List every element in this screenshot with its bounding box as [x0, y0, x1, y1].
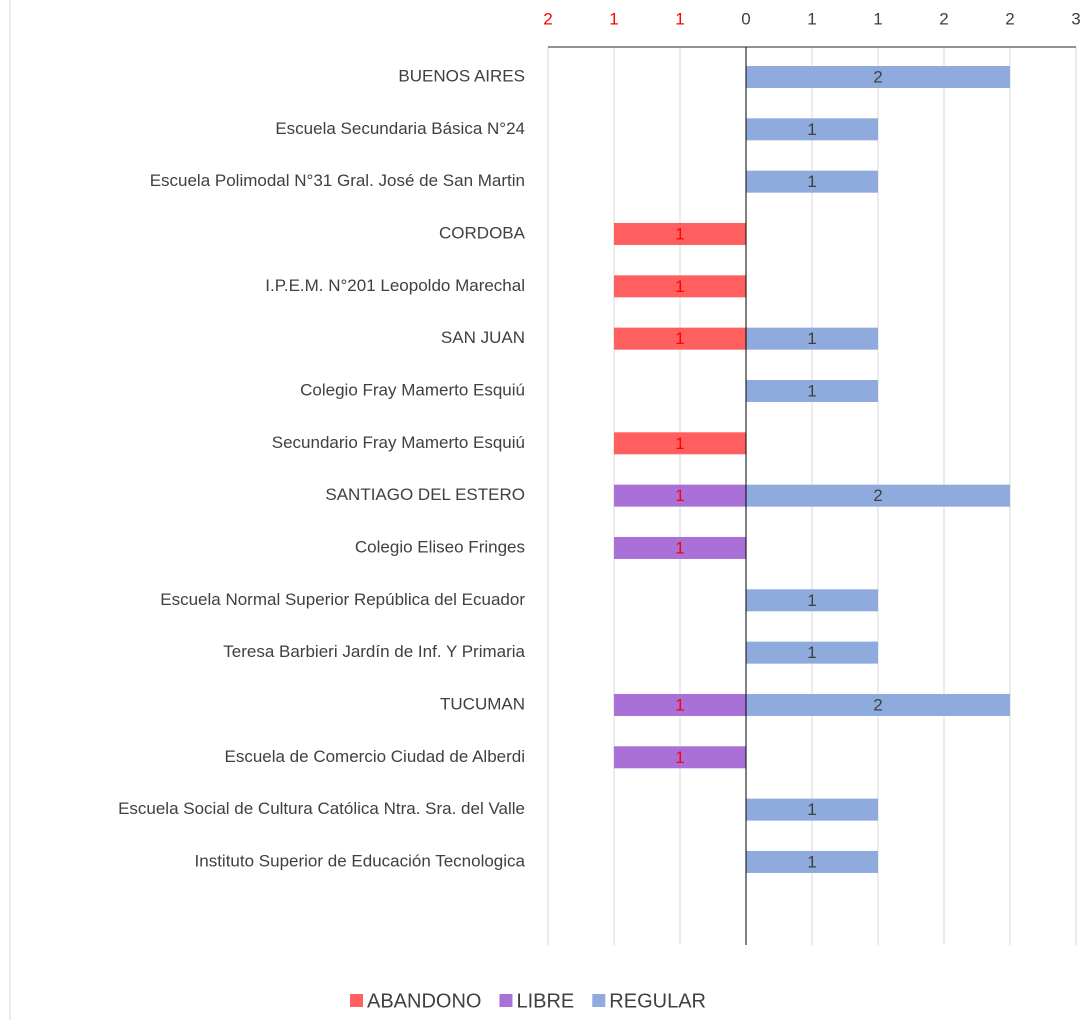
- x-tick-label: 1: [807, 9, 816, 28]
- data-label: 2: [873, 486, 882, 505]
- category-label: Escuela de Comercio Ciudad de Alberdi: [224, 747, 525, 766]
- bar: [746, 589, 878, 612]
- data-label: 1: [807, 800, 816, 819]
- x-tick-label: 1: [609, 9, 618, 28]
- data-label: 1: [807, 329, 816, 348]
- category-label: Escuela Secundaria Básica N°24: [275, 119, 525, 138]
- x-tick-label: 2: [939, 9, 948, 28]
- bar: [746, 484, 1010, 507]
- data-label: 1: [807, 120, 816, 139]
- bar: [614, 432, 746, 455]
- bar: [746, 379, 878, 402]
- bar: [614, 222, 746, 245]
- category-label: BUENOS AIRES: [398, 66, 525, 85]
- category-label: SAN JUAN: [441, 328, 525, 347]
- data-label: 1: [807, 852, 816, 871]
- bar: [614, 275, 746, 298]
- legend-swatch: [592, 994, 606, 1007]
- bar: [746, 118, 878, 141]
- category-label: Escuela Polimodal N°31 Gral. José de San…: [150, 171, 525, 190]
- x-tick-label: 3: [1071, 9, 1080, 28]
- category-label: Teresa Barbieri Jardín de Inf. Y Primari…: [223, 642, 525, 661]
- category-label: Instituto Superior de Educación Tecnolog…: [195, 851, 526, 870]
- category-label: Escuela Social de Cultura Católica Ntra.…: [118, 799, 525, 818]
- category-label: Colegio Fray Mamerto Esquiú: [300, 380, 525, 399]
- legend-label: ABANDONO: [367, 990, 481, 1012]
- bar: [746, 798, 878, 821]
- category-label: SANTIAGO DEL ESTERO: [325, 485, 525, 504]
- bar: [746, 66, 1010, 88]
- x-tick-label: 0: [741, 9, 750, 28]
- bar: [746, 850, 878, 873]
- category-label: CORDOBA: [439, 223, 526, 242]
- data-label: 1: [675, 486, 684, 505]
- bar: [614, 746, 746, 769]
- category-label: Escuela Normal Superior República del Ec…: [160, 590, 525, 609]
- legend-swatch: [499, 994, 513, 1007]
- category-label: TUCUMAN: [440, 694, 525, 713]
- data-label: 1: [675, 434, 684, 453]
- data-label: 1: [675, 748, 684, 767]
- data-label: 1: [807, 643, 816, 662]
- bar: [614, 484, 746, 507]
- bar: [746, 693, 1010, 716]
- x-tick-label: 2: [543, 9, 552, 28]
- data-label: 2: [873, 67, 882, 86]
- data-label: 1: [807, 591, 816, 610]
- category-label: Colegio Eliseo Fringes: [355, 537, 525, 556]
- data-label: 2: [873, 695, 882, 714]
- bar: [746, 170, 878, 193]
- x-tick-label: 1: [675, 9, 684, 28]
- data-label: 1: [675, 277, 684, 296]
- data-label: 1: [675, 695, 684, 714]
- data-label: 1: [807, 172, 816, 191]
- data-label: 1: [807, 381, 816, 400]
- data-label: 1: [675, 224, 684, 243]
- x-tick-label: 2: [1005, 9, 1014, 28]
- legend-label: REGULAR: [609, 990, 706, 1012]
- x-tick-label: 1: [873, 9, 882, 28]
- bar: [614, 693, 746, 716]
- category-label: Secundario Fray Mamerto Esquiú: [272, 433, 525, 452]
- legend-swatch: [350, 994, 363, 1007]
- bar: [614, 536, 746, 559]
- bar: [746, 641, 878, 664]
- bar: [746, 327, 878, 350]
- category-label: I.P.E.M. N°201 Leopoldo Marechal: [265, 276, 525, 295]
- legend-label: LIBRE: [516, 990, 574, 1012]
- data-label: 1: [675, 329, 684, 348]
- bar: [614, 327, 746, 350]
- data-label: 1: [675, 538, 684, 557]
